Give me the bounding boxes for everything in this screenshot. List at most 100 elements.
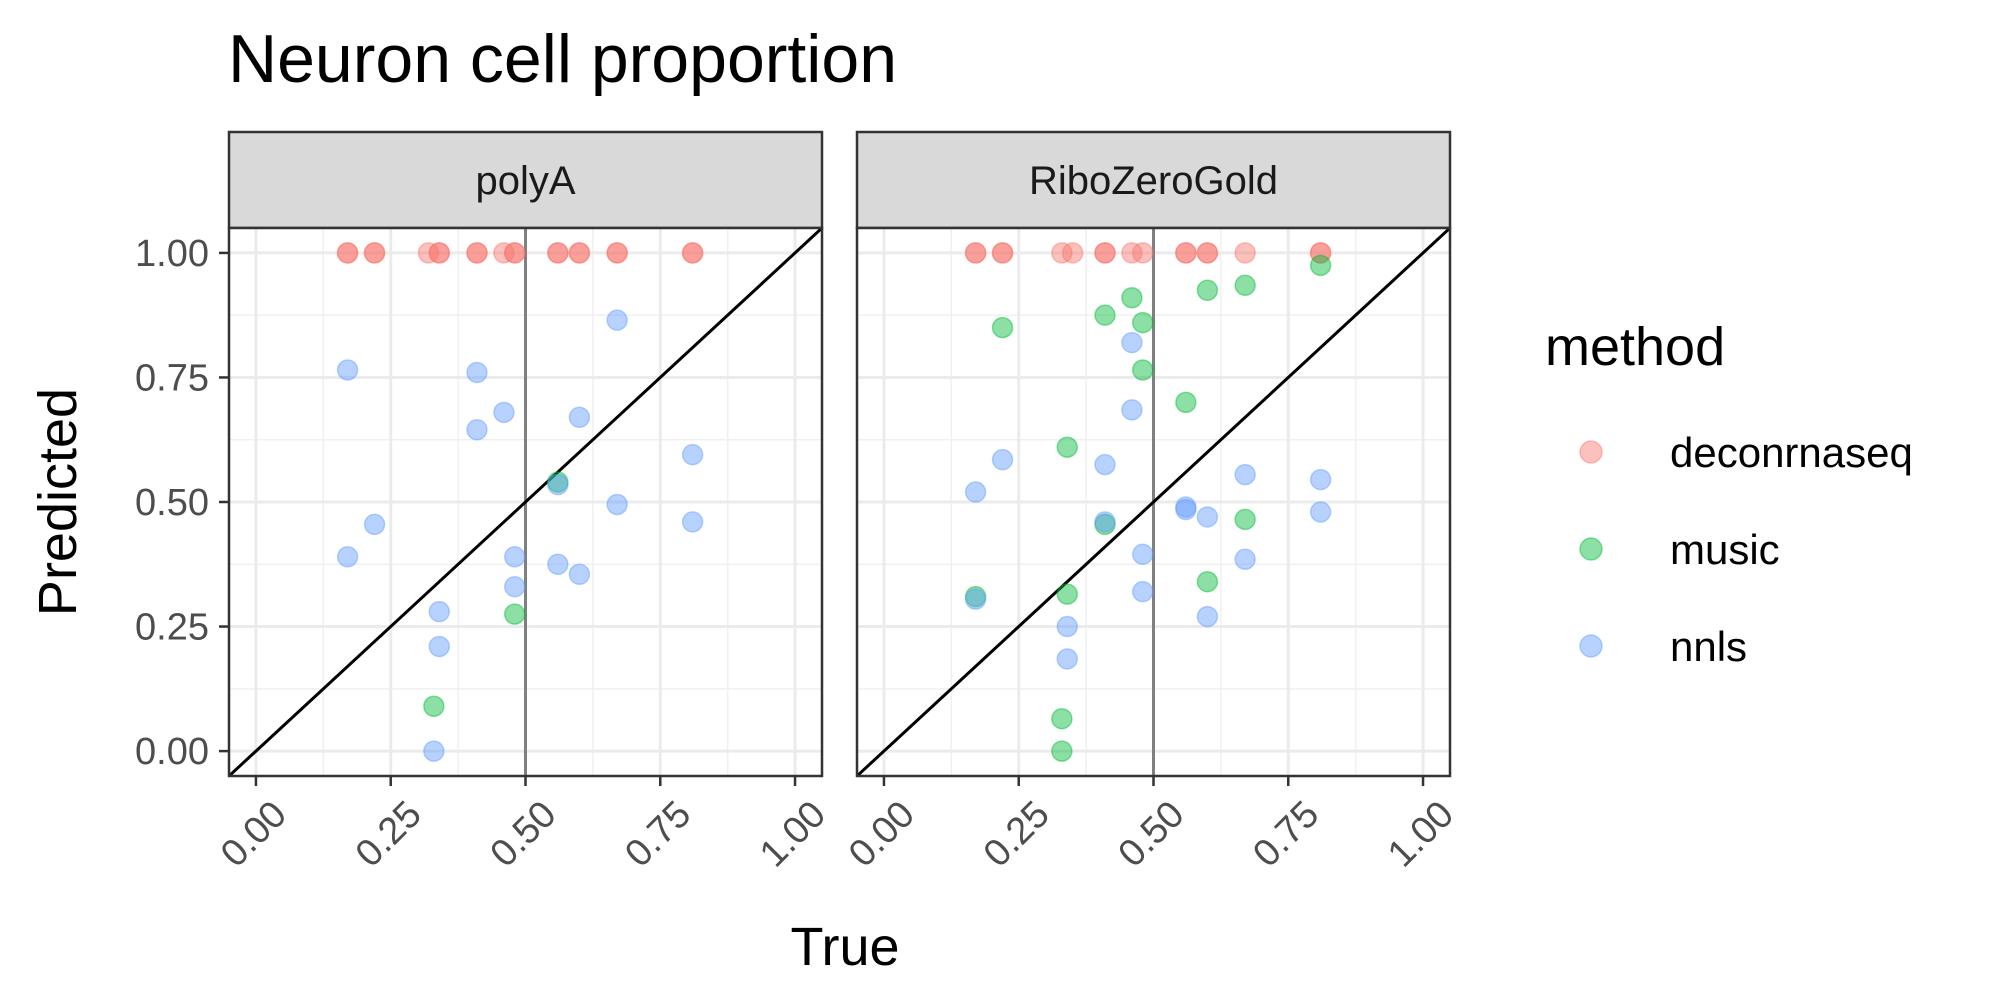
- data-point-music: [503, 603, 526, 625]
- data-point-nnls: [1094, 453, 1116, 476]
- data-point-deconrnaseq: [503, 242, 526, 264]
- data-point-music: [1094, 304, 1116, 326]
- data-point-deconrnaseq: [681, 242, 704, 264]
- y-tick-label: 0.75: [135, 357, 209, 399]
- data-point-deconrnaseq: [1196, 242, 1219, 264]
- legend-label-deconrnaseq: deconrnaseq: [1670, 429, 1913, 476]
- data-point-nnls: [606, 493, 628, 516]
- data-point-music: [1056, 436, 1078, 458]
- data-point-music: [1234, 508, 1256, 531]
- data-point-music: [423, 695, 445, 718]
- panel-plot-area: [857, 228, 1450, 776]
- data-point-nnls: [1196, 506, 1219, 528]
- data-point-nnls: [1131, 543, 1154, 566]
- legend-key-nnls: [1579, 634, 1603, 658]
- identity-line: [857, 228, 1450, 776]
- x-axis-title: True: [790, 917, 899, 977]
- data-point-nnls: [1309, 468, 1332, 491]
- data-point-deconrnaseq: [428, 242, 450, 264]
- data-point-nnls: [1121, 331, 1143, 354]
- data-point-nnls: [428, 635, 450, 658]
- x-tick-label: 0.00: [213, 793, 295, 875]
- data-point-deconrnaseq: [493, 242, 515, 264]
- data-point-music: [1051, 740, 1073, 762]
- x-tick-label: 0.00: [841, 793, 923, 875]
- data-point-music: [1196, 570, 1219, 593]
- data-point-music: [1175, 391, 1197, 414]
- legend-key-music: [1579, 537, 1603, 561]
- data-point-deconrnaseq: [964, 242, 987, 264]
- data-point-nnls: [1121, 399, 1143, 421]
- data-point-deconrnaseq: [681, 242, 704, 264]
- data-point-music: [1056, 583, 1078, 605]
- y-tick-label: 0.50: [135, 482, 209, 524]
- data-point-nnls: [547, 473, 569, 496]
- y-tick-label: 0.00: [135, 731, 209, 773]
- legend-label-music: music: [1670, 526, 1780, 573]
- data-point-deconrnaseq: [568, 242, 591, 264]
- x-tick-label: 0.75: [1245, 793, 1327, 875]
- panel-strip-label: RiboZeroGold: [1029, 159, 1278, 203]
- chart-title: Neuron cell proportion: [228, 21, 897, 97]
- data-point-music: [1094, 513, 1116, 536]
- data-point-deconrnaseq: [1094, 242, 1116, 264]
- data-point-nnls: [1094, 511, 1116, 533]
- data-point-deconrnaseq: [336, 242, 359, 264]
- data-point-deconrnaseq: [568, 242, 591, 264]
- data-point-deconrnaseq: [547, 242, 569, 264]
- data-point-deconrnaseq: [1234, 242, 1256, 264]
- series-music: [964, 254, 1332, 762]
- data-point-nnls: [606, 309, 628, 331]
- data-point-nnls: [1196, 605, 1219, 628]
- x-tick-label: 0.50: [483, 793, 565, 875]
- data-point-music: [1121, 286, 1143, 309]
- series-music: [423, 471, 569, 718]
- data-point-deconrnaseq: [606, 242, 628, 264]
- legend-label-nnls: nnls: [1670, 623, 1747, 670]
- data-point-music: [964, 585, 987, 608]
- panel-strip: [227, 130, 824, 230]
- data-point-nnls: [547, 553, 569, 576]
- data-point-nnls: [681, 443, 704, 466]
- data-point-nnls: [503, 575, 526, 598]
- data-point-deconrnaseq: [1094, 242, 1116, 264]
- data-point-deconrnaseq: [466, 242, 488, 264]
- data-point-deconrnaseq: [1309, 242, 1332, 264]
- data-point-deconrnaseq: [1196, 242, 1219, 264]
- data-point-music: [1309, 254, 1332, 277]
- data-point-nnls: [423, 740, 445, 762]
- panel-strip: [855, 130, 1452, 230]
- data-point-deconrnaseq: [363, 242, 386, 264]
- panel-plot-area: [229, 228, 822, 776]
- data-point-deconrnaseq: [1309, 242, 1332, 264]
- data-point-nnls: [1234, 548, 1256, 571]
- data-point-nnls: [428, 600, 450, 623]
- legend-title: method: [1545, 317, 1725, 377]
- data-point-music: [1234, 274, 1256, 297]
- y-axis-title: Predicted: [28, 388, 88, 616]
- data-point-music: [1196, 279, 1219, 302]
- data-point-deconrnaseq: [336, 242, 359, 264]
- series-deconrnaseq: [964, 242, 1332, 264]
- data-point-deconrnaseq: [503, 242, 526, 264]
- data-point-deconrnaseq: [363, 242, 386, 264]
- data-point-nnls: [1175, 498, 1197, 521]
- data-point-nnls: [681, 511, 704, 533]
- data-point-deconrnaseq: [428, 242, 450, 264]
- y-tick-label: 1.00: [135, 233, 209, 275]
- data-point-deconrnaseq: [991, 242, 1014, 264]
- data-point-music: [547, 471, 569, 493]
- data-point-nnls: [964, 588, 987, 610]
- legend: method deconrnaseq music nnls: [1545, 317, 1913, 670]
- identity-line: [229, 228, 822, 776]
- panel-polyA: polyA 0.00 0.25 0.50 0.75 1.00 0.00 0.25 0.50 0.7…: [135, 130, 834, 875]
- data-point-music: [1131, 311, 1154, 334]
- data-point-nnls: [1056, 648, 1078, 670]
- data-point-deconrnaseq: [417, 242, 440, 264]
- x-tick-label: 1.00: [752, 793, 834, 875]
- data-point-nnls: [466, 361, 488, 384]
- series-nnls: [964, 331, 1332, 670]
- data-point-deconrnaseq: [1051, 242, 1073, 264]
